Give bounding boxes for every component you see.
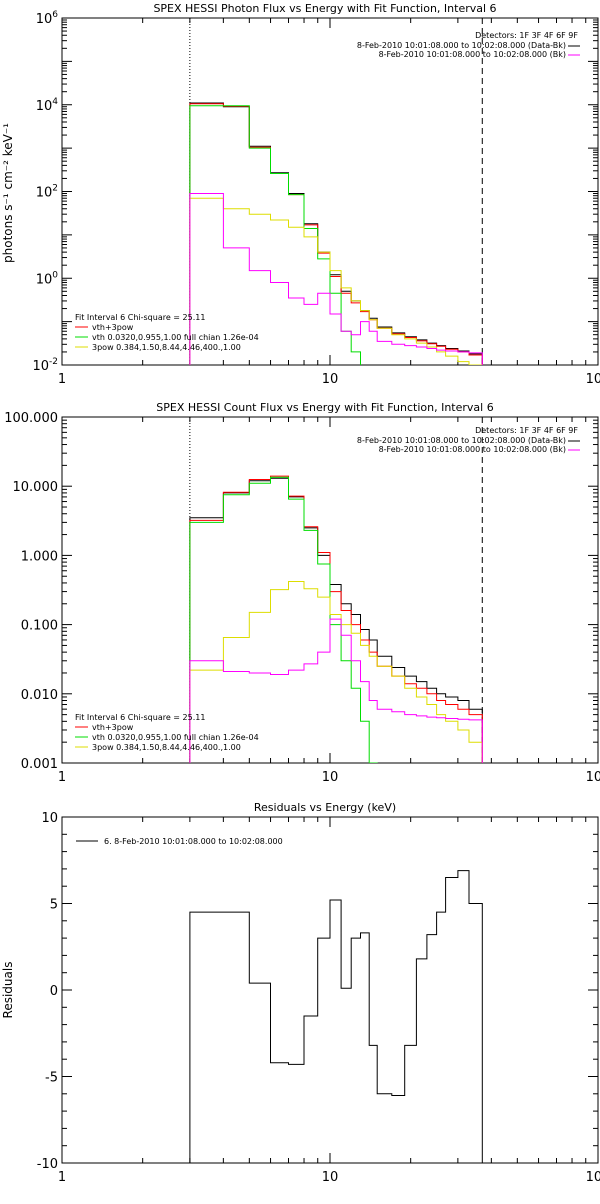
photon-y-tick-exponent: 6 [52,10,58,20]
residuals-frame [61,816,599,1164]
count-y-tick-label: 1.000 [21,549,58,564]
photon-y-tick-mantissa: 10 [36,12,53,27]
photon-series-0 [189,102,483,365]
residuals-series-0 [189,870,483,1163]
count-y-tick-label: 0.100 [21,619,58,634]
photon-flux-panel: SPEX HESSI Photon Flux vs Energy with Fi… [1,2,600,387]
residuals-legend: 6. 8-Feb-2010 10:01:08.000 to 10:02:08.0… [76,837,283,846]
photon-y-axis-label: photons s⁻¹ cm⁻² keV⁻¹ [1,123,15,263]
photon-y-tick-exponent: 4 [52,97,58,107]
count-y-tick-label: 0.001 [21,757,58,772]
count-x-tick-label: 1 [58,770,66,785]
count-bk-text: 8-Feb-2010 10:01:08.000 to 10:02:08.000 … [379,445,566,454]
count-legend-label-1: vth 0.0320,0.955,1.00 full chian 1.26e-0… [92,733,259,742]
photon-chart-title: SPEX HESSI Photon Flux vs Energy with Fi… [153,2,496,15]
count-series-1 [189,475,483,763]
photon-y-tick-exponent: -2 [49,357,58,367]
photon-y-tick-mantissa: 10 [32,359,49,374]
photon-fit-text: Fit Interval 6 Chi-square = 25.11 [75,313,205,322]
photon-x-tick-label: 100 [586,372,600,387]
residuals-x-tick-label: 100 [586,1170,600,1185]
residuals-y-tick-label: 5 [50,898,58,913]
count-series-2 [189,476,378,763]
photon-y-tick-mantissa: 10 [36,272,53,287]
residuals-legend-label: 6. 8-Feb-2010 10:01:08.000 to 10:02:08.0… [104,837,283,846]
photon-y-tick-exponent: 0 [52,270,58,280]
photon-data-bk-text: 8-Feb-2010 10:01:08.000 to 10:02:08.000 … [357,41,566,50]
count-series-0 [189,477,483,763]
residuals-y-tick-label: 10 [41,811,58,826]
photon-legend-label-1: vth 0.0320,0.955,1.00 full chian 1.26e-0… [92,333,259,342]
photon-series-1 [189,103,483,365]
photon-series-4 [189,193,483,365]
photon-y-tick-exponent: 2 [52,184,58,194]
count-series-group [189,475,483,763]
residuals-plot-area: 1 10 100 -10 -5 0 5 10 [37,811,600,1185]
count-header: Detectors: 1F 3F 4F 6F 9F 8-Feb-2010 10:… [357,426,580,454]
count-legend-label-2: 3pow 0.384,1.50,8.44,4.46,400.,1.00 [92,743,241,752]
count-y-tick-label: 0.010 [21,688,58,703]
photon-x-tick-label: 1 [58,372,66,387]
count-y-tick-label: 10.000 [13,480,59,495]
count-detectors-text: Detectors: 1F 3F 4F 6F 9F [475,426,578,435]
photon-header: Detectors: 1F 3F 4F 6F 9F 8-Feb-2010 10:… [357,31,580,59]
photon-series-3 [189,197,483,365]
photon-y-tick-label: 102 [36,184,58,201]
count-series-3 [189,581,483,763]
photon-legend: Fit Interval 6 Chi-square = 25.11 vth+3p… [75,313,259,352]
residuals-y-axis-label: Residuals [1,962,15,1019]
count-chart-title: SPEX HESSI Count Flux vs Energy with Fit… [156,401,493,414]
residuals-panel: Residuals vs Energy (keV) Residuals 1 10 1… [1,801,600,1185]
photon-y-tick-label: 10-2 [32,357,58,374]
photon-series-2 [189,105,361,365]
photon-y-tick-mantissa: 10 [36,99,53,114]
residuals-x-tick-label: 1 [58,1170,66,1185]
residuals-chart-title: Residuals vs Energy (keV) [254,801,396,814]
residuals-y-tick-label: 0 [50,984,58,999]
count-y-tick-label: 100.000 [4,411,58,426]
photon-y-tick-label: 100 [36,270,59,287]
residuals-y-tick-label: -10 [37,1157,58,1172]
residuals-x-tick-label: 10 [322,1170,339,1185]
photon-x-tick-label: 10 [322,372,339,387]
count-data-bk-text: 8-Feb-2010 10:01:08.000 to 10:02:08.000 … [357,436,566,445]
count-x-tick-label: 10 [322,770,339,785]
count-plot-area: 1 10 100 0.001 0.010 0.100 1.000 10.000 100.000 [4,411,600,785]
photon-legend-label-0: vth+3pow [92,323,134,332]
count-x-tick-label: 100 [586,770,600,785]
photon-bk-text: 8-Feb-2010 10:01:08.000 to 10:02:08.000 … [379,50,566,59]
photon-legend-label-2: 3pow 0.384,1.50,8.44,4.46,400.,1.00 [92,343,241,352]
count-flux-panel: SPEX HESSI Count Flux vs Energy with Fit… [4,401,600,785]
photon-y-tick-label: 106 [36,10,59,27]
photon-y-tick-mantissa: 10 [36,186,53,201]
residuals-series-group [189,870,483,1163]
count-series-4 [189,618,483,763]
count-fit-text: Fit Interval 6 Chi-square = 25.11 [75,713,205,722]
count-legend: Fit Interval 6 Chi-square = 25.11 vth+3p… [75,713,259,752]
photon-y-tick-label: 104 [36,97,59,114]
photon-detectors-text: Detectors: 1F 3F 4F 6F 9F [475,31,578,40]
count-legend-label-0: vth+3pow [92,723,134,732]
photon-series-group [189,102,483,365]
residuals-y-tick-label: -5 [45,1071,58,1086]
